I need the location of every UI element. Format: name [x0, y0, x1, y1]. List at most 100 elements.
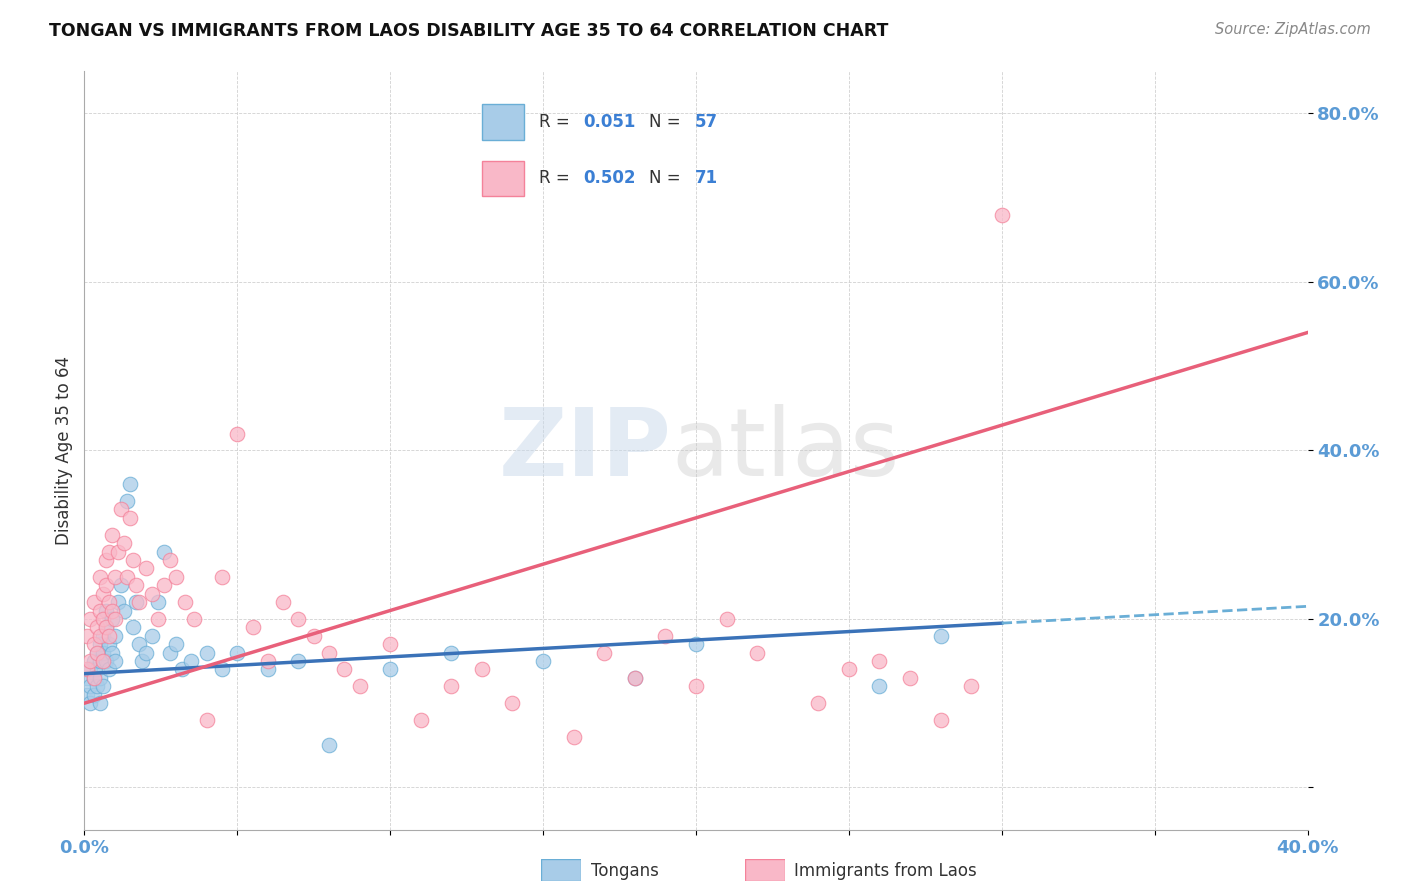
Point [211, 663, 233, 677]
Point [91, 629, 114, 643]
Point [380, 637, 402, 651]
Point [89, 637, 111, 651]
Point [807, 696, 830, 710]
Point [122, 553, 145, 567]
Point [747, 646, 769, 660]
Point [257, 654, 280, 668]
Point [211, 570, 233, 584]
Point [380, 663, 402, 677]
Point [562, 730, 585, 744]
Point [97, 544, 120, 558]
Point [195, 713, 218, 727]
Point [101, 612, 124, 626]
Point [89, 603, 111, 617]
Point [97, 595, 120, 609]
Point [86, 620, 108, 634]
Point [242, 620, 264, 634]
Text: Source: ZipAtlas.com: Source: ZipAtlas.com [1215, 22, 1371, 37]
Point [195, 646, 218, 660]
Point [86, 663, 108, 677]
Point [110, 578, 132, 592]
Point [83, 637, 105, 651]
Point [79, 696, 101, 710]
Point [76, 688, 98, 702]
Text: atlas: atlas [672, 404, 900, 497]
Point [440, 646, 463, 660]
Point [180, 654, 202, 668]
Point [83, 654, 105, 668]
Point [141, 587, 163, 601]
Text: ZIP: ZIP [499, 404, 672, 497]
Point [94, 654, 117, 668]
Point [86, 646, 108, 660]
Point [97, 629, 120, 643]
Text: Tongans: Tongans [591, 862, 658, 880]
Point [838, 663, 860, 677]
Point [440, 679, 463, 693]
Point [159, 646, 181, 660]
Point [120, 477, 142, 491]
Point [110, 502, 132, 516]
Point [89, 671, 111, 685]
Point [104, 612, 127, 626]
Point [89, 696, 111, 710]
Point [76, 663, 98, 677]
Point [929, 629, 952, 643]
Point [302, 629, 325, 643]
Point [624, 671, 647, 685]
Point [101, 527, 124, 541]
Point [89, 629, 111, 643]
Point [287, 654, 309, 668]
Text: TONGAN VS IMMIGRANTS FROM LAOS DISABILITY AGE 35 TO 64 CORRELATION CHART: TONGAN VS IMMIGRANTS FROM LAOS DISABILIT… [49, 22, 889, 40]
Point [502, 696, 524, 710]
Point [183, 612, 205, 626]
Point [318, 739, 340, 753]
Point [159, 553, 181, 567]
Point [174, 595, 197, 609]
Point [76, 629, 98, 643]
Point [91, 612, 114, 626]
Point [135, 646, 157, 660]
Point [79, 663, 101, 677]
Point [125, 595, 148, 609]
Point [94, 603, 117, 617]
Point [716, 612, 738, 626]
Point [685, 637, 707, 651]
Point [960, 679, 983, 693]
Point [131, 654, 153, 668]
Point [471, 663, 494, 677]
Point [94, 620, 117, 634]
Point [287, 612, 309, 626]
Point [83, 595, 105, 609]
Point [333, 663, 356, 677]
Point [125, 578, 148, 592]
Point [172, 663, 194, 677]
Point [409, 713, 432, 727]
Point [104, 570, 127, 584]
Point [146, 595, 169, 609]
Point [115, 570, 138, 584]
Point [654, 629, 676, 643]
Point [318, 646, 340, 660]
Point [165, 637, 187, 651]
Point [83, 671, 105, 685]
Point [89, 654, 111, 668]
Point [685, 679, 707, 693]
Text: Immigrants from Laos: Immigrants from Laos [794, 862, 977, 880]
Point [86, 646, 108, 660]
Point [165, 570, 187, 584]
Point [107, 595, 129, 609]
Point [869, 654, 891, 668]
Point [349, 679, 371, 693]
Point [94, 578, 117, 592]
Point [91, 679, 114, 693]
Point [128, 595, 150, 609]
Point [89, 570, 111, 584]
Point [115, 494, 138, 508]
Point [79, 654, 101, 668]
FancyBboxPatch shape [745, 859, 785, 881]
Point [226, 426, 249, 441]
Y-axis label: Disability Age 35 to 64: Disability Age 35 to 64 [55, 356, 73, 545]
Point [135, 561, 157, 575]
Point [141, 629, 163, 643]
